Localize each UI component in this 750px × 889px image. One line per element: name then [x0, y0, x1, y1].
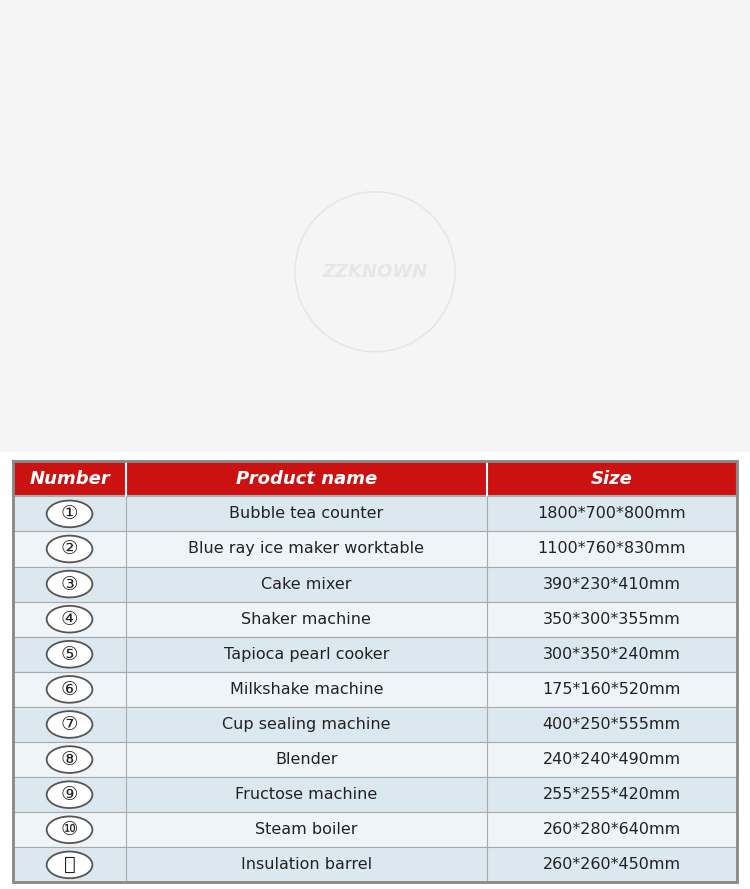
Text: ⑩: ⑩ [61, 821, 78, 839]
Text: 260*260*450mm: 260*260*450mm [543, 857, 681, 872]
Text: 260*280*640mm: 260*280*640mm [543, 822, 681, 837]
Text: Cake mixer: Cake mixer [261, 577, 352, 591]
Text: 400*250*555mm: 400*250*555mm [543, 717, 681, 732]
Text: ③: ③ [61, 574, 78, 594]
Text: Product name: Product name [236, 469, 377, 488]
Text: Blender: Blender [275, 752, 338, 767]
Text: Number: Number [29, 469, 110, 488]
Bar [13, 461, 736, 496]
Bar [13, 496, 736, 532]
Text: Bubble tea counter: Bubble tea counter [230, 507, 383, 521]
Text: 255*255*420mm: 255*255*420mm [543, 787, 681, 802]
Bar [13, 672, 736, 707]
Text: Steam boiler: Steam boiler [255, 822, 358, 837]
Circle shape [46, 641, 92, 668]
Text: 1800*700*800mm: 1800*700*800mm [538, 507, 686, 521]
Text: Fructose machine: Fructose machine [236, 787, 377, 802]
Bar [13, 707, 736, 742]
Text: Blue ray ice maker worktable: Blue ray ice maker worktable [188, 541, 424, 557]
Text: 1100*760*830mm: 1100*760*830mm [538, 541, 686, 557]
Text: ②: ② [61, 540, 78, 558]
Bar [13, 637, 736, 672]
Circle shape [46, 676, 92, 702]
Text: ⑥: ⑥ [61, 680, 78, 699]
Text: ⑦: ⑦ [61, 715, 78, 734]
Circle shape [46, 781, 92, 808]
Text: Tapioca pearl cooker: Tapioca pearl cooker [224, 647, 389, 661]
Bar [13, 602, 736, 637]
Text: ⑧: ⑧ [61, 750, 78, 769]
Bar [13, 847, 736, 883]
Text: ①: ① [61, 504, 78, 524]
Circle shape [46, 711, 92, 738]
Text: 350*300*355mm: 350*300*355mm [543, 612, 681, 627]
Bar [13, 777, 736, 813]
Text: Insulation barrel: Insulation barrel [241, 857, 372, 872]
Bar [13, 566, 736, 602]
Circle shape [46, 852, 92, 878]
Text: 300*350*240mm: 300*350*240mm [543, 647, 681, 661]
Text: 175*160*520mm: 175*160*520mm [542, 682, 681, 697]
Text: ⑨: ⑨ [61, 785, 78, 805]
Text: ④: ④ [61, 610, 78, 629]
Text: 390*230*410mm: 390*230*410mm [543, 577, 681, 591]
Text: Cup sealing machine: Cup sealing machine [222, 717, 391, 732]
Bar [13, 813, 736, 847]
Text: ⑪: ⑪ [64, 855, 76, 875]
Text: 240*240*490mm: 240*240*490mm [543, 752, 681, 767]
Circle shape [46, 536, 92, 563]
Text: Size: Size [591, 469, 633, 488]
Bar [13, 532, 736, 566]
Bar [13, 742, 736, 777]
Text: Shaker machine: Shaker machine [242, 612, 371, 627]
Text: Milkshake machine: Milkshake machine [230, 682, 383, 697]
Text: ⑤: ⑤ [61, 645, 78, 664]
Circle shape [46, 816, 92, 843]
Circle shape [46, 501, 92, 527]
Circle shape [46, 746, 92, 773]
Circle shape [46, 571, 92, 597]
Circle shape [46, 605, 92, 633]
Text: ZZKNOWN: ZZKNOWN [322, 263, 428, 281]
